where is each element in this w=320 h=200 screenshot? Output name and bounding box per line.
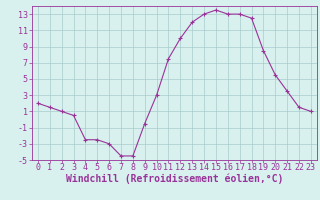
X-axis label: Windchill (Refroidissement éolien,°C): Windchill (Refroidissement éolien,°C) <box>66 173 283 184</box>
